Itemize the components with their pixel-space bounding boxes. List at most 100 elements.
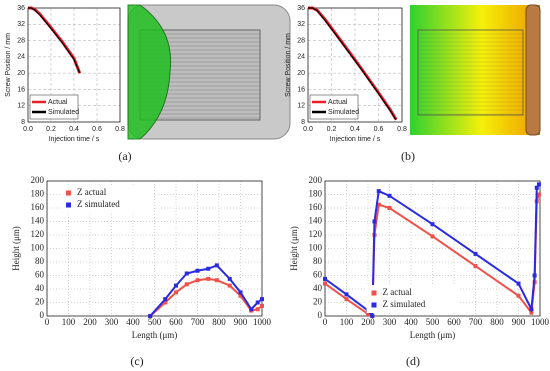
- legend-label: Simulated: [328, 109, 359, 116]
- y-tick-label: 60: [35, 270, 45, 280]
- x-tick-label: 700: [469, 317, 483, 327]
- legend-marker: [371, 302, 377, 308]
- panel-label: (a): [118, 149, 131, 163]
- data-point: [532, 273, 537, 278]
- legend-marker: [66, 202, 71, 208]
- data-point: [516, 281, 521, 286]
- data-point: [376, 202, 381, 207]
- y-axis-label: Height (μm): [11, 226, 21, 271]
- y-axis-label: Screw Position / mm: [285, 33, 292, 97]
- legend-label: Simulated: [48, 109, 79, 116]
- x-tick-label: 0.2: [46, 126, 56, 133]
- x-tick-label: 700: [191, 317, 205, 327]
- y-tick-label: 40: [313, 283, 323, 293]
- data-point: [344, 297, 349, 302]
- y-tick-label: 20: [17, 70, 25, 77]
- x-tick-label: 0.8: [397, 126, 407, 133]
- y-tick-label: 36: [297, 5, 305, 12]
- x-tick-label: 200: [83, 317, 97, 327]
- data-point: [529, 307, 534, 312]
- y-tick-label: 0: [318, 310, 323, 320]
- y-tick-label: 36: [17, 5, 25, 12]
- legend-label: Z simulated: [383, 299, 426, 309]
- x-tick-label: 0.6: [92, 126, 102, 133]
- y-axis-label: Height (μm): [289, 226, 299, 271]
- data-point: [163, 300, 168, 305]
- data-point: [195, 278, 200, 283]
- data-line: [28, 7, 81, 74]
- y-tick-label: 100: [309, 243, 323, 253]
- y-tick-label: 12: [297, 103, 305, 110]
- data-point: [227, 276, 232, 281]
- x-tick-label: 0.4: [69, 126, 79, 133]
- y-tick-label: 8: [301, 119, 305, 126]
- x-tick-label: 900: [512, 317, 526, 327]
- x-tick-label: 900: [234, 317, 248, 327]
- y-tick-label: 40: [35, 283, 45, 293]
- y-tick-label: 24: [297, 54, 305, 61]
- data-point: [238, 290, 243, 295]
- y-tick-label: 8: [21, 119, 25, 126]
- x-axis-label: Length (μm): [132, 330, 178, 340]
- chart: 8 12 16 20 24 28 32 36 0.0 0.2 0.4 0.6 0.8 Injection …: [5, 5, 125, 143]
- data-point: [473, 264, 478, 269]
- data-point: [148, 314, 153, 318]
- legend-box: [309, 94, 359, 120]
- data-point: [214, 278, 219, 283]
- data-point: [387, 206, 392, 210]
- legend-label: Z simulated: [77, 199, 120, 209]
- plot-frame: [324, 180, 541, 317]
- legend-marker: [371, 290, 377, 296]
- data-point: [206, 276, 211, 281]
- data-point: [473, 251, 478, 256]
- y-tick-label: 120: [31, 229, 45, 239]
- plot-frame: [307, 7, 403, 123]
- x-tick-label: 500: [148, 317, 162, 327]
- y-tick-label: 16: [17, 86, 25, 93]
- y-tick-label: 20: [313, 297, 323, 307]
- legend-box: [29, 94, 79, 120]
- data-point: [238, 293, 243, 298]
- data-point: [536, 192, 541, 197]
- y-tick-label: 24: [17, 54, 25, 61]
- legend-label: Actual: [328, 99, 348, 106]
- legend-marker: [66, 190, 71, 196]
- x-tick-label: 400: [126, 317, 140, 327]
- panel-label: (b): [401, 149, 415, 163]
- legend-label: Z actual: [383, 287, 413, 297]
- y-tick-label: 80: [35, 256, 45, 266]
- x-tick-label: 1000: [531, 317, 550, 327]
- data-point: [344, 292, 349, 297]
- y-tick-label: 100: [31, 243, 45, 253]
- data-point: [534, 185, 539, 190]
- y-tick-label: 160: [31, 202, 45, 212]
- data-point: [260, 303, 264, 308]
- y-tick-label: 140: [309, 216, 323, 226]
- y-tick-label: 120: [309, 229, 323, 239]
- data-point: [255, 307, 260, 312]
- y-tick-label: 60: [313, 270, 323, 280]
- y-tick-label: 20: [297, 70, 305, 77]
- simulation-image-a: [127, 4, 291, 140]
- y-tick-label: 160: [309, 202, 323, 212]
- data-point: [174, 290, 178, 295]
- chart: 8 12 16 20 24 28 32 36 0.0 0.2 0.4 0.6 0.8 Injection …: [285, 5, 407, 143]
- legend-box: [366, 285, 459, 313]
- x-tick-label: 800: [490, 317, 504, 327]
- x-tick-label: 800: [212, 317, 226, 327]
- y-tick-label: 32: [297, 21, 305, 28]
- y-tick-label: 80: [313, 256, 323, 266]
- y-tick-label: 12: [17, 103, 25, 110]
- data-point: [184, 271, 189, 276]
- data-point: [214, 263, 219, 268]
- data-point: [366, 311, 370, 316]
- y-tick-label: 140: [31, 216, 45, 226]
- data-point: [387, 193, 392, 198]
- data-point: [430, 222, 435, 227]
- data-point: [227, 283, 232, 288]
- x-tick-label: 100: [340, 317, 354, 327]
- y-tick-label: 200: [309, 175, 323, 185]
